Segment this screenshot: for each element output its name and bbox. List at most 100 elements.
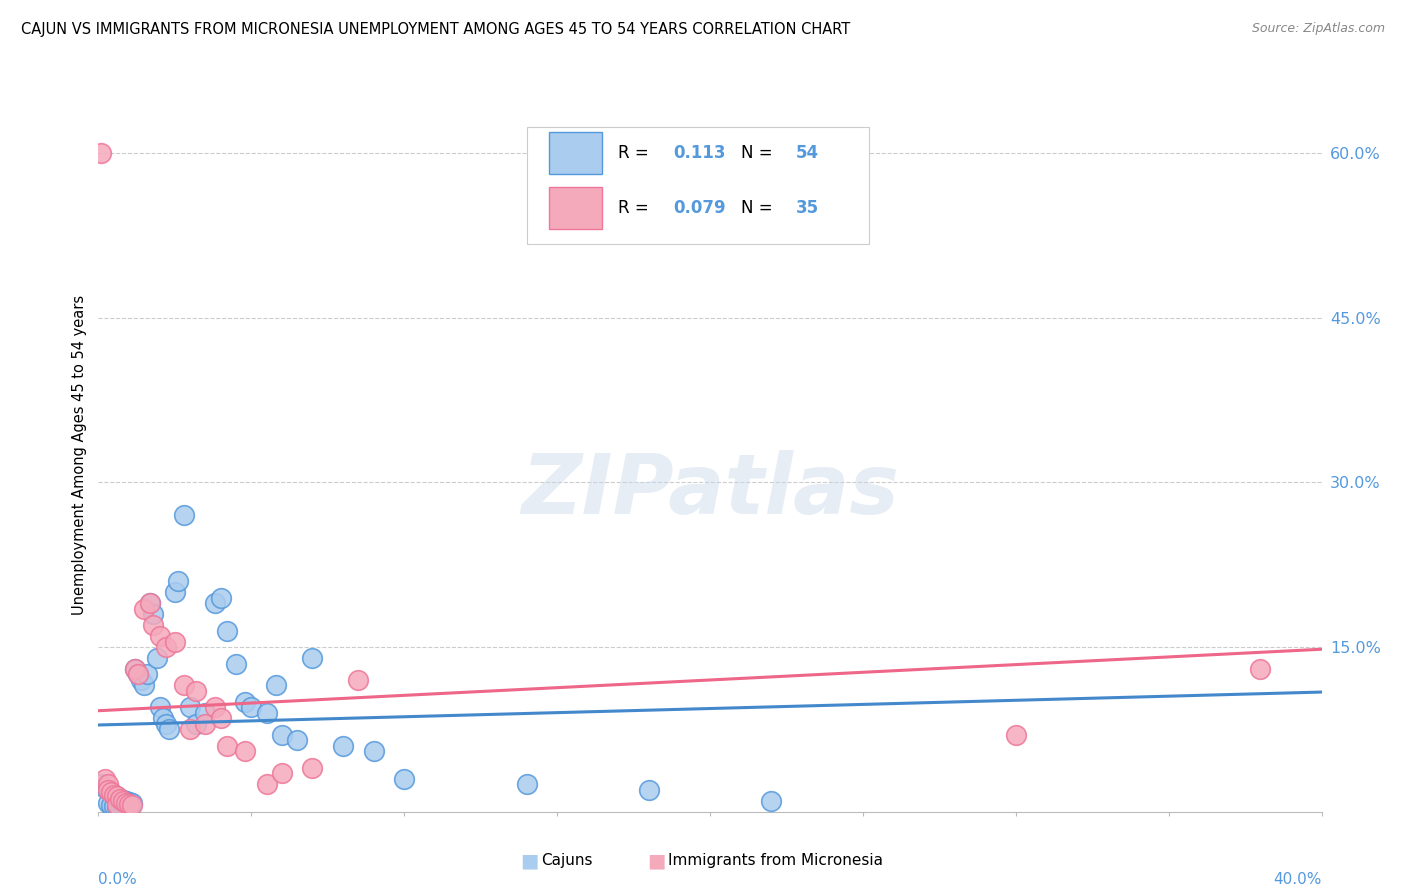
Point — [93, 780, 115, 795]
Point — [637, 782, 661, 797]
Point — [301, 761, 323, 775]
Point — [163, 585, 186, 599]
Point — [90, 146, 112, 161]
Text: 0.079: 0.079 — [673, 199, 725, 217]
Text: N =: N = — [741, 199, 778, 217]
FancyBboxPatch shape — [526, 127, 869, 244]
Point — [136, 667, 159, 681]
Point — [233, 695, 256, 709]
Point — [105, 798, 128, 813]
Point — [121, 798, 143, 813]
Point — [111, 801, 134, 815]
Point — [139, 596, 162, 610]
Point — [115, 796, 138, 810]
Point — [347, 673, 370, 687]
Point — [194, 706, 217, 720]
Point — [90, 777, 112, 791]
Point — [149, 629, 172, 643]
Point — [285, 733, 308, 747]
Point — [129, 673, 152, 687]
Text: 0.113: 0.113 — [673, 144, 725, 161]
Point — [100, 785, 122, 799]
Point — [209, 711, 232, 725]
Point — [186, 717, 208, 731]
Point — [301, 651, 323, 665]
Text: N =: N = — [741, 144, 778, 161]
Text: Cajuns: Cajuns — [541, 854, 593, 868]
Point — [209, 591, 232, 605]
Text: Immigrants from Micronesia: Immigrants from Micronesia — [668, 854, 883, 868]
Point — [111, 792, 134, 806]
Point — [134, 601, 156, 615]
Point — [392, 772, 416, 786]
Point — [186, 684, 208, 698]
Point — [516, 777, 538, 791]
Point — [127, 667, 149, 681]
Point — [215, 624, 238, 638]
Text: 0.0%: 0.0% — [98, 872, 138, 888]
Point — [108, 791, 131, 805]
Point — [118, 803, 141, 817]
Y-axis label: Unemployment Among Ages 45 to 54 years: Unemployment Among Ages 45 to 54 years — [72, 295, 87, 615]
Point — [363, 744, 385, 758]
Point — [124, 662, 146, 676]
Text: ■: ■ — [520, 851, 538, 871]
Point — [167, 574, 190, 589]
Point — [264, 678, 287, 692]
Point — [108, 801, 131, 815]
Point — [103, 799, 125, 814]
Point — [759, 794, 782, 808]
Text: 54: 54 — [796, 144, 818, 161]
Point — [215, 739, 238, 753]
Point — [173, 508, 195, 523]
Point — [179, 700, 201, 714]
Point — [1004, 728, 1026, 742]
Point — [100, 798, 122, 813]
Point — [127, 667, 149, 681]
Point — [1249, 662, 1271, 676]
Text: Source: ZipAtlas.com: Source: ZipAtlas.com — [1251, 22, 1385, 36]
Point — [115, 794, 138, 808]
Point — [134, 678, 156, 692]
Point — [163, 634, 186, 648]
Text: ZIPatlas: ZIPatlas — [522, 450, 898, 531]
Point — [142, 618, 165, 632]
Text: CAJUN VS IMMIGRANTS FROM MICRONESIA UNEMPLOYMENT AMONG AGES 45 TO 54 YEARS CORRE: CAJUN VS IMMIGRANTS FROM MICRONESIA UNEM… — [21, 22, 851, 37]
Point — [256, 706, 278, 720]
Point — [105, 790, 128, 805]
Point — [204, 700, 226, 714]
Point — [155, 717, 177, 731]
Point — [149, 700, 172, 714]
Point — [115, 803, 138, 817]
Point — [97, 782, 120, 797]
Point — [270, 728, 292, 742]
Point — [204, 596, 226, 610]
Point — [97, 796, 120, 810]
Point — [194, 717, 217, 731]
Point — [103, 789, 125, 803]
Point — [100, 785, 122, 799]
Text: ■: ■ — [647, 851, 665, 871]
Point — [173, 678, 195, 692]
Point — [121, 796, 143, 810]
Point — [179, 723, 201, 737]
Point — [118, 795, 141, 809]
Point — [97, 777, 120, 791]
Point — [233, 744, 256, 758]
Text: R =: R = — [619, 144, 654, 161]
Point — [142, 607, 165, 621]
Point — [240, 700, 263, 714]
Point — [105, 800, 128, 814]
Point — [270, 766, 292, 780]
Point — [93, 772, 115, 786]
Point — [155, 640, 177, 654]
FancyBboxPatch shape — [548, 187, 602, 229]
Point — [97, 782, 120, 797]
Point — [145, 651, 167, 665]
Point — [256, 777, 278, 791]
Point — [225, 657, 247, 671]
Point — [103, 789, 125, 803]
Point — [157, 723, 180, 737]
Point — [118, 797, 141, 811]
Point — [152, 711, 174, 725]
